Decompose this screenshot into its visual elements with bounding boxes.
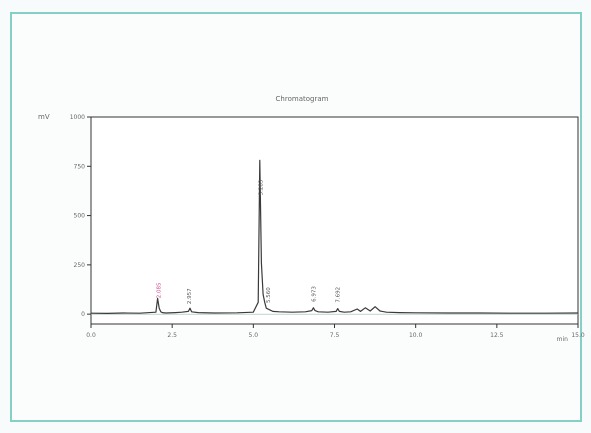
peak-label: 7.692 xyxy=(336,287,342,303)
x-tick-label: 0.0 xyxy=(86,332,96,339)
peak-label: 5.283 xyxy=(258,179,264,195)
x-tick-label: 5.0 xyxy=(249,332,259,339)
trace-line xyxy=(90,159,579,314)
x-tick-label: 2.5 xyxy=(167,332,177,339)
x-tick-label: 7.5 xyxy=(330,332,340,339)
y-axis-unit-label: mV xyxy=(38,113,50,121)
y-tick-label: 1000 xyxy=(70,114,85,121)
peak-label: 5.560 xyxy=(266,287,272,303)
x-tick-label: 10.0 xyxy=(409,332,423,339)
peak-label: 2.957 xyxy=(187,288,193,304)
y-tick-label: 500 xyxy=(74,213,86,220)
chart-title: Chromatogram xyxy=(276,95,329,103)
x-tick-label: 15.0 xyxy=(571,332,585,339)
y-tick-label: 750 xyxy=(74,163,86,170)
peak-label: 2.085 xyxy=(157,282,163,298)
chart-marks: 0 250 500 750 1000 0.0 2.5 5.0 7.5 10.0 12.5 15.0 2.… xyxy=(70,114,585,339)
x-axis-unit-label: min xyxy=(557,336,569,343)
peak-label: 6.973 xyxy=(311,286,317,302)
y-tick-label: 0 xyxy=(81,311,85,318)
x-tick-label: 12.5 xyxy=(490,332,504,339)
plot-area xyxy=(90,116,579,325)
y-tick-label: 250 xyxy=(74,262,86,269)
